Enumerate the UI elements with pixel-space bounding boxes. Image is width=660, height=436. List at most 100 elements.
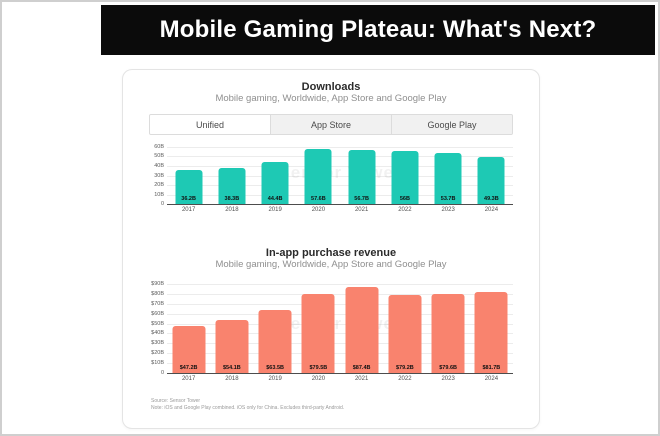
bar-cell: $63.5B 2019: [254, 284, 297, 382]
chart-footnote: Source: Sensor Tower Note: iOS and Googl…: [151, 398, 344, 412]
y-tick-label: $20B: [151, 350, 164, 357]
x-tick-label: 2019: [268, 376, 282, 382]
bar-cell: $79.6B 2023: [427, 284, 470, 382]
gridline: [167, 156, 513, 158]
bar-cell: 38.3B 2018: [210, 147, 253, 213]
bar-2020: 57.6B: [304, 149, 332, 204]
bar-cell: 53.7B 2023: [427, 147, 470, 213]
y-tick-label: $80B: [151, 290, 164, 297]
bar-cell: $54.1B 2018: [210, 284, 253, 382]
gridline: [167, 194, 513, 196]
bar-value-label: $79.6B: [439, 365, 457, 371]
bar-2023: $79.6B: [431, 294, 465, 373]
x-tick-label: 2023: [441, 376, 455, 382]
bar-2019: 44.4B: [261, 161, 289, 204]
x-tick-label: 2023: [441, 207, 455, 213]
bar-cell: $47.2B 2017: [167, 284, 210, 382]
bar-2023: 53.7B: [434, 153, 462, 204]
chart-widget-card: Downloads Mobile gaming, Worldwide, App …: [122, 69, 540, 429]
bar-2021: 56.7B: [348, 150, 376, 204]
gridline: [167, 165, 513, 167]
bar-2022: $79.2B: [388, 294, 422, 373]
x-tick-label: 2024: [484, 376, 499, 382]
gridline: [167, 303, 513, 305]
x-tick-label: 2019: [268, 207, 282, 213]
bar-2017: $47.2B: [172, 326, 206, 373]
bar-cell: $79.2B 2022: [383, 284, 426, 382]
gridline: [167, 333, 513, 335]
bar-value-label: 38.3B: [224, 196, 240, 202]
bar-value-label: 49.3B: [484, 196, 499, 202]
y-tick-label: $40B: [151, 330, 164, 337]
bar-cell: 49.3B 2024: [470, 147, 513, 213]
revenue-header: In-app purchase revenue Mobile gaming, W…: [123, 247, 539, 270]
x-tick-label: 2024: [484, 207, 499, 213]
bar-cell: 56B 2022: [383, 147, 426, 213]
y-tick-label: $60B: [151, 310, 164, 317]
bars-row: 36.2B 2017 38.3B 2018 44.4B 2019 57.6B 2020 56.7…: [167, 147, 513, 213]
y-tick-label: 30B: [154, 172, 164, 179]
bar-value-label: 56.7B: [354, 196, 369, 202]
y-tick-label: 60B: [154, 144, 164, 150]
bar-cell: 36.2B 2017: [167, 147, 210, 213]
y-tick-label: $90B: [151, 281, 164, 287]
x-tick-label: 2020: [311, 376, 326, 382]
gridline: [167, 147, 513, 148]
bar-cell: 44.4B 2019: [254, 147, 297, 213]
downloads-chart-subtitle: Mobile gaming, Worldwide, App Store and …: [215, 93, 447, 104]
downloads-chart-title: Downloads: [301, 81, 361, 93]
bar-2018: 38.3B: [218, 167, 246, 204]
bar-2018: $54.1B: [215, 319, 249, 373]
downloads-chart: 60B 50B 40B 30B 20B 10B 0 Sensor Tower 36.2B 2017…: [149, 144, 513, 213]
bar-value-label: $63.5B: [266, 365, 284, 371]
bar-2019: $63.5B: [258, 310, 292, 373]
x-tick-label: 2022: [398, 376, 412, 382]
bar-value-label: 56B: [399, 196, 410, 202]
bar-value-label: $47.2B: [179, 365, 198, 371]
bar-2017: 36.2B: [175, 169, 203, 204]
bar-2024: $81.7B: [474, 292, 508, 373]
x-tick-label: 2022: [398, 207, 412, 213]
bar-cell: 56.7B 2021: [340, 147, 383, 213]
y-tick-label: 0: [160, 201, 164, 207]
revenue-chart: $90B $80B $70B $60B $50B $40B $30B $20B $10B 0 Sen…: [149, 281, 513, 382]
gridline: [167, 175, 513, 177]
source-text: Source: Sensor Tower: [151, 398, 201, 404]
bar-value-label: $79.5B: [309, 365, 328, 371]
tab-app-store[interactable]: App Store: [270, 115, 391, 134]
bar-value-label: 53.7B: [440, 196, 456, 202]
revenue-chart-title: In-app purchase revenue: [265, 247, 397, 259]
bar-value-label: $54.1B: [223, 365, 241, 371]
gridline: [167, 184, 513, 186]
gridline: [167, 323, 513, 325]
x-tick-label: 2017: [181, 376, 196, 382]
y-tick-label: $70B: [151, 300, 164, 307]
bar-value-label: 36.2B: [181, 196, 196, 202]
revenue-plot: $90B $80B $70B $60B $50B $40B $30B $20B $10B 0 Sen…: [151, 281, 513, 382]
bar-cell: $87.4B 2021: [340, 284, 383, 382]
x-tick-label: 2017: [181, 207, 196, 213]
store-tabbar: Unified App Store Google Play: [149, 114, 513, 135]
bar-value-label: 57.6B: [311, 196, 326, 202]
bar-2024: 49.3B: [477, 157, 505, 204]
tab-unified[interactable]: Unified: [150, 115, 270, 134]
y-tick-label: 0: [160, 370, 164, 376]
bar-cell: $81.7B 2024: [470, 284, 513, 382]
x-tick-label: 2020: [311, 207, 326, 213]
x-tick-label: 2021: [354, 207, 369, 213]
gridline: [167, 284, 513, 285]
y-tick-label: $50B: [151, 320, 164, 327]
bar-value-label: $87.4B: [352, 365, 371, 371]
gridline: [167, 343, 513, 345]
y-tick-label: 50B: [154, 153, 164, 160]
gridline: [167, 293, 513, 295]
y-tick-label: $30B: [151, 340, 164, 347]
y-tick-label: $10B: [151, 360, 164, 367]
x-tick-label: 2021: [354, 376, 369, 382]
bar-value-label: $81.7B: [482, 365, 501, 371]
tab-google-play[interactable]: Google Play: [391, 115, 512, 134]
revenue-chart-subtitle: Mobile gaming, Worldwide, App Store and …: [215, 259, 447, 270]
y-tick-label: 20B: [154, 181, 164, 188]
bar-cell: $79.5B 2020: [297, 284, 340, 382]
